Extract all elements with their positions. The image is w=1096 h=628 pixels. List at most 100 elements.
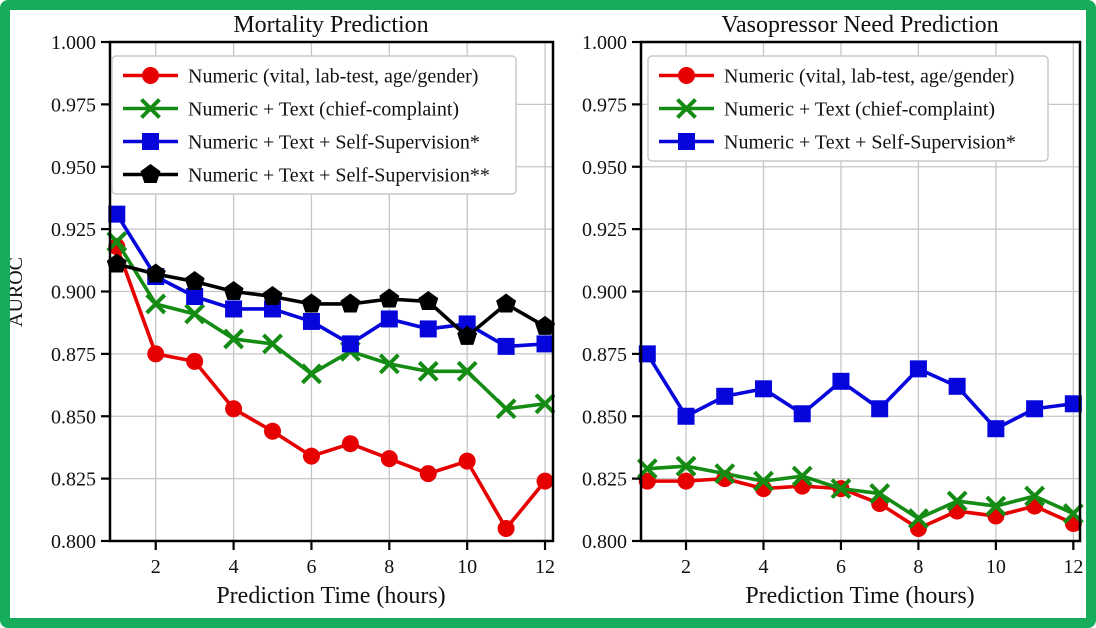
x-marker-stroke bbox=[1024, 485, 1046, 507]
y-axis-label-auroc: AUROC bbox=[5, 257, 27, 327]
square-marker bbox=[677, 407, 695, 425]
chart-title-vasopressor: Vasopressor Need Prediction bbox=[721, 12, 998, 38]
square-marker bbox=[948, 377, 966, 395]
y-tick-label: 0.800 bbox=[51, 531, 96, 553]
circle-marker bbox=[225, 400, 243, 418]
square-marker bbox=[458, 315, 476, 333]
square-marker bbox=[754, 380, 772, 398]
x-tick-label: 4 bbox=[229, 556, 239, 578]
square-marker bbox=[871, 400, 889, 418]
legend-item: Numeric + Text (chief-complaint) bbox=[123, 98, 459, 121]
circle-marker bbox=[419, 465, 437, 483]
square-marker bbox=[678, 133, 695, 150]
x-marker-stroke bbox=[184, 303, 206, 325]
x-marker-stroke bbox=[495, 398, 517, 420]
pentagon-marker bbox=[535, 315, 556, 335]
legend: Numeric (vital, lab-test, age/gender) Num… bbox=[647, 55, 1049, 162]
circle-marker bbox=[302, 447, 320, 465]
legend-label: Numeric + Text + Self-Supervision* bbox=[724, 132, 1016, 154]
pentagon-marker bbox=[301, 293, 322, 313]
pentagon-marker bbox=[418, 290, 439, 310]
y-tick-label: 0.925 bbox=[582, 219, 627, 241]
y-tick-label: 0.900 bbox=[582, 282, 627, 304]
legend-box bbox=[111, 55, 517, 195]
square-marker bbox=[341, 335, 359, 353]
y-tick-label: 0.825 bbox=[582, 469, 627, 491]
x-tick-label: 2 bbox=[681, 556, 691, 578]
x-marker-stroke bbox=[301, 363, 322, 385]
x-tick-label: 12 bbox=[535, 556, 555, 578]
y-tick-label: 0.800 bbox=[582, 531, 627, 553]
square-marker bbox=[987, 420, 1005, 438]
x-marker-stroke bbox=[262, 333, 283, 355]
square-marker bbox=[638, 345, 656, 363]
y-tick-label: 0.925 bbox=[51, 219, 96, 241]
x-marker-stroke bbox=[907, 508, 929, 529]
circle-marker bbox=[497, 520, 515, 538]
circle-marker bbox=[678, 67, 695, 84]
y-tick-label: 0.825 bbox=[51, 469, 96, 491]
y-tick-label: 1.000 bbox=[51, 32, 96, 54]
x-marker-stroke bbox=[378, 353, 400, 375]
x-tick-label: 2 bbox=[151, 556, 161, 578]
x-marker-stroke bbox=[223, 328, 245, 350]
x-marker bbox=[534, 393, 556, 415]
chart-title-mortality: Mortality Prediction bbox=[233, 12, 428, 38]
legend-label: Numeric + Text (chief-complaint) bbox=[188, 99, 459, 121]
x-marker-stroke bbox=[714, 463, 736, 485]
series-line bbox=[647, 464, 1075, 521]
tick-marks bbox=[632, 40, 1075, 550]
x-tick-label: 10 bbox=[457, 556, 477, 578]
x-marker-stroke bbox=[675, 455, 697, 477]
x-marker bbox=[378, 353, 400, 375]
x-marker bbox=[869, 483, 891, 505]
x-marker bbox=[830, 478, 852, 500]
x-marker-stroke bbox=[985, 495, 1007, 517]
square-marker bbox=[497, 337, 515, 355]
x-marker-stroke bbox=[534, 393, 556, 415]
square-marker bbox=[909, 360, 927, 378]
y-tick-label: 0.950 bbox=[51, 157, 96, 179]
x-axis-label-left: Prediction Time (hours) bbox=[216, 583, 445, 609]
x-tick-label: 10 bbox=[986, 556, 1006, 578]
pentagon-marker bbox=[223, 281, 244, 300]
x-marker bbox=[946, 490, 968, 512]
pentagon-marker bbox=[106, 253, 127, 273]
square-marker bbox=[142, 133, 159, 150]
x-marker bbox=[456, 360, 478, 382]
legend: Numeric (vital, lab-test, age/gender) Num… bbox=[111, 55, 517, 195]
y-tick-label: 0.850 bbox=[582, 406, 627, 428]
circle-marker bbox=[264, 422, 282, 440]
x-marker-stroke bbox=[456, 360, 478, 382]
series-3 bbox=[106, 253, 556, 345]
x-marker bbox=[675, 455, 697, 477]
circle-marker bbox=[380, 450, 398, 468]
y-tick-label: 0.975 bbox=[582, 94, 627, 116]
x-tick-label: 8 bbox=[384, 556, 394, 578]
charts-layer: 1.000 0.975 0.950 0.925 0.900 0.875 0.850 0.825… bbox=[51, 32, 1084, 578]
x-marker bbox=[184, 303, 206, 325]
square-marker bbox=[108, 205, 126, 223]
x-marker bbox=[714, 463, 736, 485]
series-0 bbox=[108, 238, 554, 538]
x-tick-label: 6 bbox=[836, 556, 846, 578]
x-marker-stroke bbox=[417, 360, 439, 382]
series-0 bbox=[638, 470, 1082, 538]
circle-marker bbox=[142, 67, 159, 84]
legend-item: Numeric + Text + Self-Supervision* bbox=[659, 132, 1016, 154]
pentagon-marker bbox=[140, 164, 161, 183]
x-marker bbox=[223, 328, 245, 350]
series-line bbox=[116, 262, 546, 339]
y-tick-label: 0.900 bbox=[51, 282, 96, 304]
x-tick-label: 12 bbox=[1063, 556, 1083, 578]
pentagon-marker bbox=[457, 325, 478, 345]
pentagon-marker bbox=[184, 271, 205, 291]
x-marker bbox=[140, 98, 161, 119]
legend-item: Numeric + Text (chief-complaint) bbox=[659, 98, 995, 121]
square-marker bbox=[1026, 400, 1044, 418]
square-marker bbox=[536, 335, 554, 353]
x-marker-stroke bbox=[676, 98, 697, 119]
circle-marker bbox=[458, 452, 476, 470]
x-tick-label: 8 bbox=[913, 556, 923, 578]
